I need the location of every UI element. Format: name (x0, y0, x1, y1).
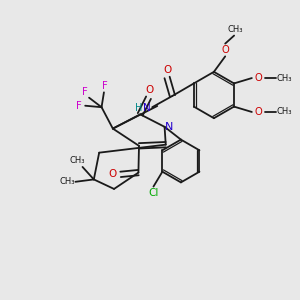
Text: O: O (163, 65, 171, 75)
Text: F: F (82, 87, 88, 97)
Text: F: F (76, 101, 82, 111)
Text: CH₃: CH₃ (277, 74, 292, 82)
Text: CH₃: CH₃ (277, 107, 292, 116)
Text: H: H (135, 103, 143, 113)
Text: O: O (221, 45, 229, 55)
Text: CH₃: CH₃ (59, 177, 75, 186)
Text: CH₃: CH₃ (228, 25, 243, 34)
Text: F: F (102, 81, 107, 91)
Text: O: O (255, 107, 262, 117)
Text: CH₃: CH₃ (70, 157, 85, 166)
Text: O: O (255, 73, 262, 83)
Text: O: O (146, 85, 154, 95)
Text: O: O (108, 169, 117, 179)
Text: N: N (165, 122, 173, 132)
Text: N: N (143, 103, 151, 113)
Text: Cl: Cl (148, 188, 159, 198)
